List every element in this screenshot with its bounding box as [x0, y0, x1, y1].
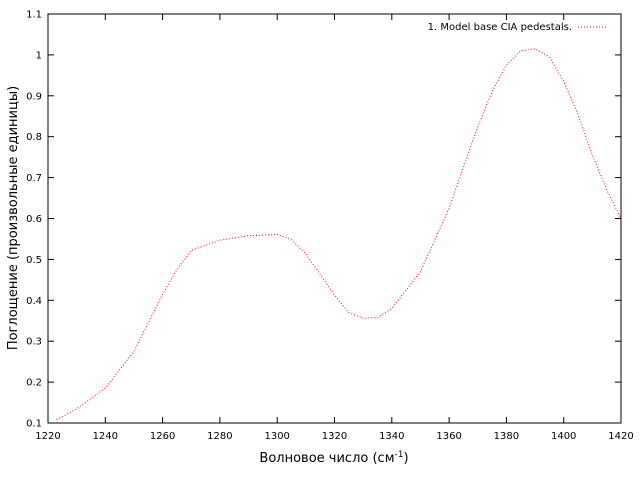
x-axis-title: Волновое число (см-1): [259, 450, 408, 466]
y-tick-label: 0.9: [26, 91, 42, 102]
x-axis-title-suffix: ): [403, 451, 408, 466]
y-tick-label: 0.3: [26, 337, 42, 348]
series-line-0: [56, 48, 622, 421]
axis-ticks: [47, 13, 622, 424]
x-tick-label: 1420: [608, 431, 633, 442]
y-tick-label: 0.8: [26, 132, 42, 143]
x-tick-label: 1220: [35, 431, 60, 442]
series-group: [56, 48, 622, 421]
x-tick-label: 1340: [379, 431, 404, 442]
legend-label: 1. Model base CIA pedestals.: [428, 22, 572, 33]
x-tick-label: 1240: [93, 431, 118, 442]
x-tick-label: 1280: [207, 431, 232, 442]
x-tick-label: 1320: [322, 431, 347, 442]
x-tick-label: 1360: [436, 431, 461, 442]
y-tick-label: 1: [36, 50, 42, 61]
x-tick-label: 1380: [494, 431, 519, 442]
y-axis-tick-labels: 0.1 0.2 0.3 0.4 0.5 0.6 0.7 0.8 0.9 1 1.1: [26, 10, 42, 430]
y-tick-label: 0.6: [26, 214, 42, 225]
x-axis-tick-labels: 1220 1240 1260 1280 1300 1320 1340 1360 1380 1400…: [35, 431, 633, 442]
y-tick-label: 0.7: [26, 173, 42, 184]
x-axis-title-main: Волновое число (см: [259, 451, 394, 466]
x-tick-label: 1260: [150, 431, 175, 442]
y-tick-label: 1.1: [26, 10, 42, 21]
y-tick-label: 0.5: [26, 255, 42, 266]
x-tick-label: 1400: [551, 431, 576, 442]
y-tick-label: 0.4: [26, 296, 42, 307]
y-axis-title: Поглощение (произвольные единицы): [6, 86, 21, 350]
x-tick-label: 1300: [264, 431, 289, 442]
y-tick-label: 0.1: [26, 419, 42, 430]
plot-area: [47, 13, 622, 424]
x-axis-title-superscript: -1: [395, 450, 404, 460]
y-tick-label: 0.2: [26, 378, 42, 389]
legend: 1. Model base CIA pedestals.: [428, 22, 608, 33]
